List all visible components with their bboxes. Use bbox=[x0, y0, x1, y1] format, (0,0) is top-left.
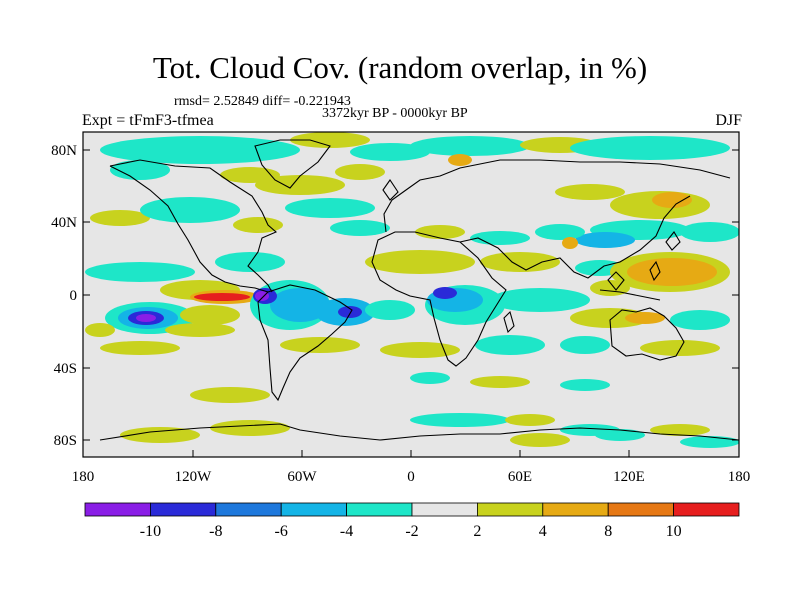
colorbar-swatch bbox=[411, 502, 478, 517]
lon-label: 180 bbox=[728, 469, 751, 485]
experiment-label: Expt = tFmF3-tfmea bbox=[82, 112, 214, 129]
colorbar-swatch bbox=[280, 502, 348, 517]
colorbar-tick-label: 4 bbox=[539, 523, 547, 540]
colorbar-tick-label: 10 bbox=[666, 523, 682, 540]
lon-label: 180 bbox=[72, 469, 95, 485]
axis-ticks bbox=[82, 149, 740, 457]
latitude-labels: 80N 40N 0 40S 80S bbox=[51, 143, 77, 449]
colorbar-tick-label: -6 bbox=[275, 523, 288, 540]
stats-label: rmsd= 2.52849 diff= -0.221943 bbox=[174, 94, 351, 109]
colorbar-swatch bbox=[149, 502, 217, 517]
colorbar-tick-label: -8 bbox=[209, 523, 222, 540]
longitude-labels: 180 120W 60W 0 60E 120E 180 bbox=[72, 469, 751, 485]
colorbar-tick-label: -2 bbox=[405, 523, 418, 540]
lon-label: 120W bbox=[175, 469, 213, 485]
colorbar-swatch bbox=[607, 502, 675, 517]
colorbar: -10 -8 -6 -4 -2 2 4 8 10 bbox=[84, 502, 740, 540]
lon-label: 60E bbox=[508, 469, 532, 485]
colorbar-tick-label: -4 bbox=[340, 523, 353, 540]
colorbar-swatch bbox=[346, 502, 413, 517]
map-title: Tot. Cloud Cov. (random overlap, in %) bbox=[152, 50, 648, 85]
colorbar-swatch bbox=[673, 502, 740, 517]
coastlines bbox=[99, 139, 739, 441]
lon-label: 0 bbox=[407, 469, 415, 485]
lon-label: 60W bbox=[287, 469, 317, 485]
contour-fill-layer bbox=[85, 132, 739, 448]
lat-label: 40N bbox=[51, 215, 77, 231]
lat-label: 80S bbox=[54, 433, 77, 449]
colorbar-swatch bbox=[476, 502, 544, 517]
colorbar-swatch bbox=[215, 502, 282, 517]
lon-label: 120E bbox=[613, 469, 645, 485]
lat-label: 40S bbox=[54, 361, 77, 377]
lat-label: 80N bbox=[51, 143, 77, 159]
colorbar-swatch bbox=[542, 502, 609, 517]
colorbar-tick-label: 2 bbox=[473, 523, 481, 540]
colorbar-tick-label: 8 bbox=[604, 523, 612, 540]
colorbar-tick-label: -10 bbox=[140, 523, 161, 540]
season-label: DJF bbox=[715, 112, 742, 129]
lat-label: 0 bbox=[70, 288, 78, 304]
colorbar-swatch bbox=[84, 502, 151, 517]
period-label: 3372kyr BP - 0000kyr BP bbox=[322, 106, 468, 121]
